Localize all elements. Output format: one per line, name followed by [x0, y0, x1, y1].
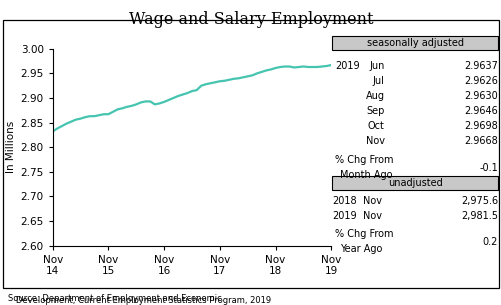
Text: 2.9668: 2.9668 — [463, 136, 497, 146]
Text: Nov: Nov — [365, 136, 384, 146]
Text: -0.1: -0.1 — [478, 163, 497, 173]
Text: 2019: 2019 — [332, 211, 356, 221]
Text: Wage and Salary Employment: Wage and Salary Employment — [128, 11, 373, 28]
Text: 2.9698: 2.9698 — [463, 121, 497, 131]
Text: Jul: Jul — [372, 76, 384, 86]
Text: 2019: 2019 — [335, 61, 359, 71]
Text: % Chg From: % Chg From — [335, 229, 393, 239]
Text: seasonally adjusted: seasonally adjusted — [366, 38, 463, 48]
Text: 2.9630: 2.9630 — [463, 91, 497, 101]
Text: 2018: 2018 — [332, 196, 356, 206]
Text: Aug: Aug — [365, 91, 384, 101]
Text: Oct: Oct — [367, 121, 384, 131]
Y-axis label: In Millions: In Millions — [6, 121, 16, 173]
Text: 2,981.5: 2,981.5 — [460, 211, 497, 221]
Text: unadjusted: unadjusted — [387, 178, 442, 188]
Text: Jun: Jun — [368, 61, 384, 71]
Text: Year Ago: Year Ago — [340, 244, 382, 254]
Text: Development, Current Employment Statistics Program, 2019: Development, Current Employment Statisti… — [8, 296, 270, 305]
Text: Month Ago: Month Ago — [340, 170, 392, 180]
Text: Nov: Nov — [362, 196, 381, 206]
Text: Source: Department of Employment and Economic: Source: Department of Employment and Eco… — [8, 294, 221, 303]
Text: 2,975.6: 2,975.6 — [460, 196, 497, 206]
Text: 2.9626: 2.9626 — [463, 76, 497, 86]
Text: 2.9637: 2.9637 — [463, 61, 497, 71]
Text: 2.9646: 2.9646 — [463, 106, 497, 116]
Text: Sep: Sep — [365, 106, 384, 116]
Text: 0.2: 0.2 — [481, 237, 497, 247]
Text: Nov: Nov — [362, 211, 381, 221]
Text: % Chg From: % Chg From — [335, 155, 393, 165]
